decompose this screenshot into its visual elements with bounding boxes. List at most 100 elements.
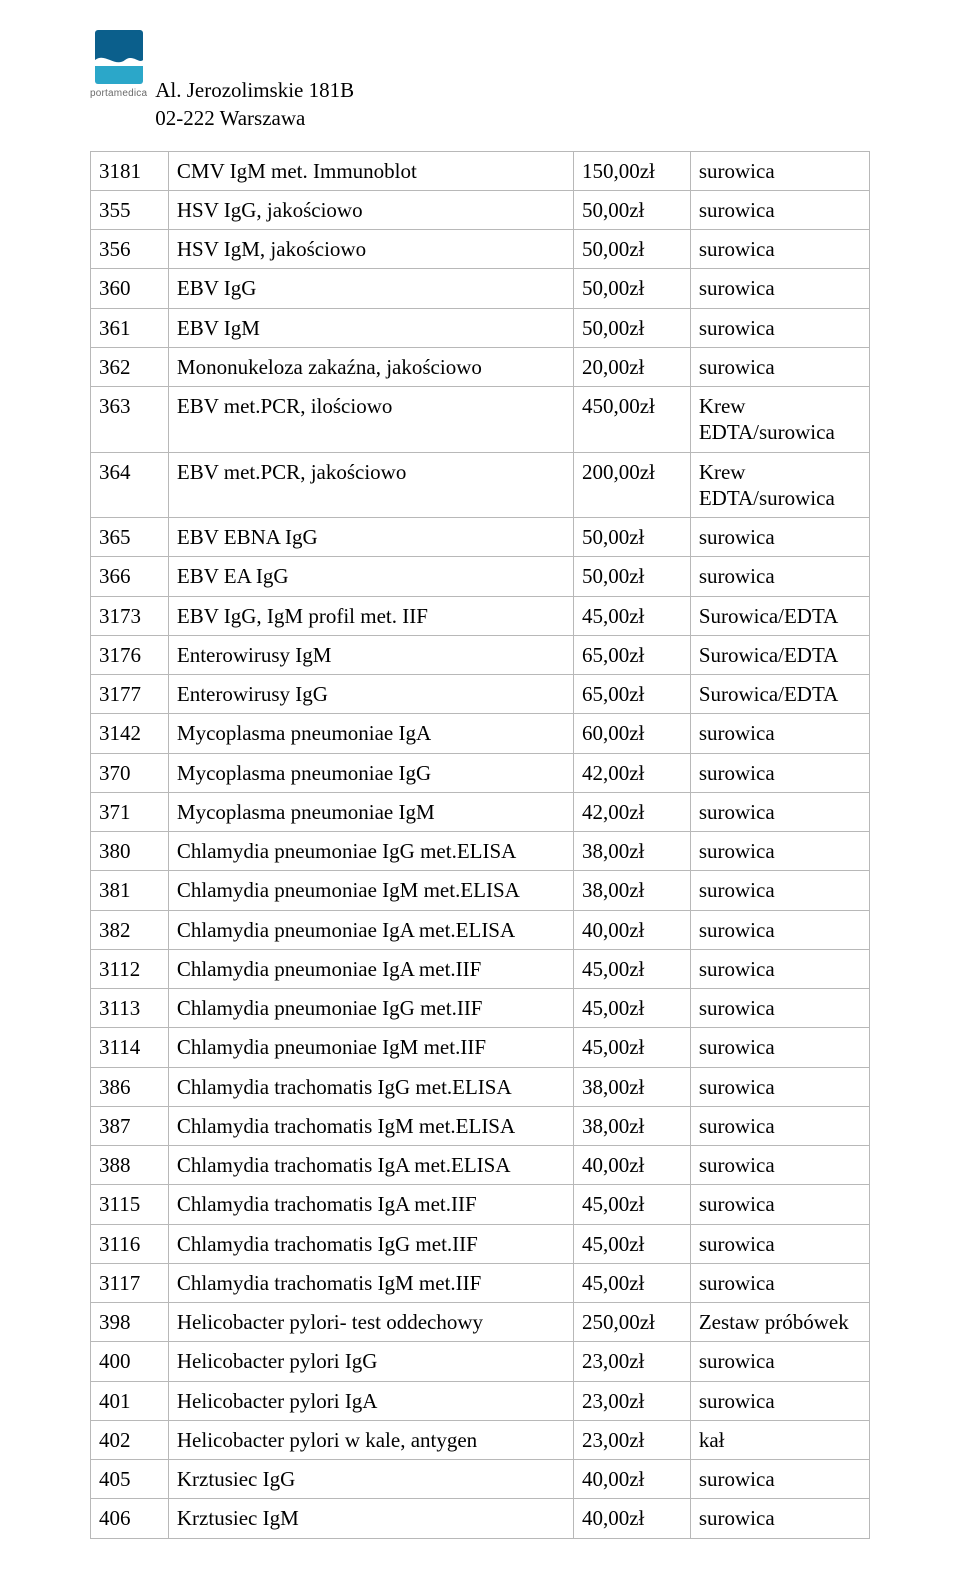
cell-code: 356: [91, 230, 169, 269]
table-row: 365EBV EBNA IgG50,00złsurowica: [91, 518, 870, 557]
cell-name: Mycoplasma pneumoniae IgG: [168, 753, 573, 792]
cell-price: 50,00zł: [573, 557, 690, 596]
cell-name: EBV met.PCR, jakościowo: [168, 452, 573, 518]
cell-material: surowica: [690, 1224, 869, 1263]
cell-code: 365: [91, 518, 169, 557]
cell-material: Krew EDTA/surowica: [690, 452, 869, 518]
cell-name: EBV met.PCR, ilościowo: [168, 387, 573, 453]
cell-price: 40,00zł: [573, 1146, 690, 1185]
cell-code: 380: [91, 832, 169, 871]
table-row: 356HSV IgM, jakościowo50,00złsurowica: [91, 230, 870, 269]
cell-name: Chlamydia pneumoniae IgG met.IIF: [168, 989, 573, 1028]
cell-code: 3142: [91, 714, 169, 753]
cell-material: surowica: [690, 1146, 869, 1185]
cell-material: surowica: [690, 269, 869, 308]
address-line-2: 02-222 Warszawa: [155, 104, 354, 132]
cell-name: Chlamydia trachomatis IgA met.ELISA: [168, 1146, 573, 1185]
cell-name: EBV EA IgG: [168, 557, 573, 596]
cell-name: EBV IgG, IgM profil met. IIF: [168, 596, 573, 635]
cell-price: 50,00zł: [573, 190, 690, 229]
cell-name: Mycoplasma pneumoniae IgA: [168, 714, 573, 753]
cell-code: 381: [91, 871, 169, 910]
cell-name: Krztusiec IgG: [168, 1460, 573, 1499]
cell-code: 370: [91, 753, 169, 792]
cell-code: 388: [91, 1146, 169, 1185]
document-page: portamedica Al. Jerozolimskie 181B 02-22…: [0, 0, 960, 1579]
cell-code: 360: [91, 269, 169, 308]
table-row: 364EBV met.PCR, jakościowo200,00złKrew E…: [91, 452, 870, 518]
cell-name: Enterowirusy IgM: [168, 635, 573, 674]
table-row: 405Krztusiec IgG40,00złsurowica: [91, 1460, 870, 1499]
cell-material: kał: [690, 1420, 869, 1459]
table-row: 3115Chlamydia trachomatis IgA met.IIF45,…: [91, 1185, 870, 1224]
cell-price: 42,00zł: [573, 753, 690, 792]
cell-name: Mononukeloza zakaźna, jakościowo: [168, 347, 573, 386]
cell-material: surowica: [690, 1460, 869, 1499]
cell-material: surowica: [690, 714, 869, 753]
cell-code: 3181: [91, 151, 169, 190]
table-row: 3176Enterowirusy IgM65,00złSurowica/EDTA: [91, 635, 870, 674]
brand-text: portamedica: [90, 88, 147, 99]
cell-price: 450,00zł: [573, 387, 690, 453]
cell-name: Chlamydia pneumoniae IgA met.ELISA: [168, 910, 573, 949]
cell-material: Surowica/EDTA: [690, 596, 869, 635]
cell-material: surowica: [690, 910, 869, 949]
cell-code: 3115: [91, 1185, 169, 1224]
cell-code: 402: [91, 1420, 169, 1459]
cell-code: 364: [91, 452, 169, 518]
cell-material: Surowica/EDTA: [690, 675, 869, 714]
cell-price: 50,00zł: [573, 308, 690, 347]
cell-price: 150,00zł: [573, 151, 690, 190]
cell-name: Chlamydia trachomatis IgG met.IIF: [168, 1224, 573, 1263]
cell-code: 3173: [91, 596, 169, 635]
cell-material: surowica: [690, 1342, 869, 1381]
cell-material: surowica: [690, 151, 869, 190]
table-row: 355HSV IgG, jakościowo50,00złsurowica: [91, 190, 870, 229]
cell-material: surowica: [690, 1067, 869, 1106]
cell-price: 250,00zł: [573, 1303, 690, 1342]
cell-price: 50,00zł: [573, 230, 690, 269]
table-row: 366EBV EA IgG50,00złsurowica: [91, 557, 870, 596]
table-row: 360EBV IgG50,00złsurowica: [91, 269, 870, 308]
cell-code: 400: [91, 1342, 169, 1381]
cell-code: 398: [91, 1303, 169, 1342]
cell-name: Enterowirusy IgG: [168, 675, 573, 714]
table-row: 382Chlamydia pneumoniae IgA met.ELISA40,…: [91, 910, 870, 949]
table-row: 3173EBV IgG, IgM profil met. IIF45,00złS…: [91, 596, 870, 635]
cell-name: EBV IgM: [168, 308, 573, 347]
cell-code: 382: [91, 910, 169, 949]
cell-material: surowica: [690, 1028, 869, 1067]
price-table: 3181CMV IgM met. Immunoblot150,00złsurow…: [90, 151, 870, 1539]
cell-name: Helicobacter pylori IgG: [168, 1342, 573, 1381]
table-row: 3116Chlamydia trachomatis IgG met.IIF45,…: [91, 1224, 870, 1263]
cell-price: 23,00zł: [573, 1420, 690, 1459]
cell-material: Surowica/EDTA: [690, 635, 869, 674]
cell-code: 401: [91, 1381, 169, 1420]
cell-name: EBV EBNA IgG: [168, 518, 573, 557]
cell-name: Chlamydia pneumoniae IgG met.ELISA: [168, 832, 573, 871]
cell-name: Mycoplasma pneumoniae IgM: [168, 792, 573, 831]
cell-name: EBV IgG: [168, 269, 573, 308]
cell-name: Chlamydia pneumoniae IgM met.ELISA: [168, 871, 573, 910]
cell-name: Helicobacter pylori IgA: [168, 1381, 573, 1420]
cell-price: 200,00zł: [573, 452, 690, 518]
table-row: 361EBV IgM50,00złsurowica: [91, 308, 870, 347]
table-row: 3117Chlamydia trachomatis IgM met.IIF45,…: [91, 1263, 870, 1302]
logo-block: portamedica: [90, 30, 147, 99]
cell-code: 362: [91, 347, 169, 386]
cell-name: Chlamydia pneumoniae IgM met.IIF: [168, 1028, 573, 1067]
cell-price: 45,00zł: [573, 1028, 690, 1067]
cell-material: Krew EDTA/surowica: [690, 387, 869, 453]
cell-material: surowica: [690, 871, 869, 910]
cell-material: surowica: [690, 1106, 869, 1145]
table-row: 401Helicobacter pylori IgA23,00złsurowic…: [91, 1381, 870, 1420]
table-row: 387Chlamydia trachomatis IgM met.ELISA38…: [91, 1106, 870, 1145]
table-row: 386Chlamydia trachomatis IgG met.ELISA38…: [91, 1067, 870, 1106]
cell-name: Chlamydia pneumoniae IgA met.IIF: [168, 949, 573, 988]
cell-name: Chlamydia trachomatis IgM met.IIF: [168, 1263, 573, 1302]
cell-material: surowica: [690, 753, 869, 792]
table-row: 398Helicobacter pylori- test oddechowy25…: [91, 1303, 870, 1342]
table-row: 388Chlamydia trachomatis IgA met.ELISA40…: [91, 1146, 870, 1185]
table-row: 3177Enterowirusy IgG65,00złSurowica/EDTA: [91, 675, 870, 714]
cell-code: 3114: [91, 1028, 169, 1067]
